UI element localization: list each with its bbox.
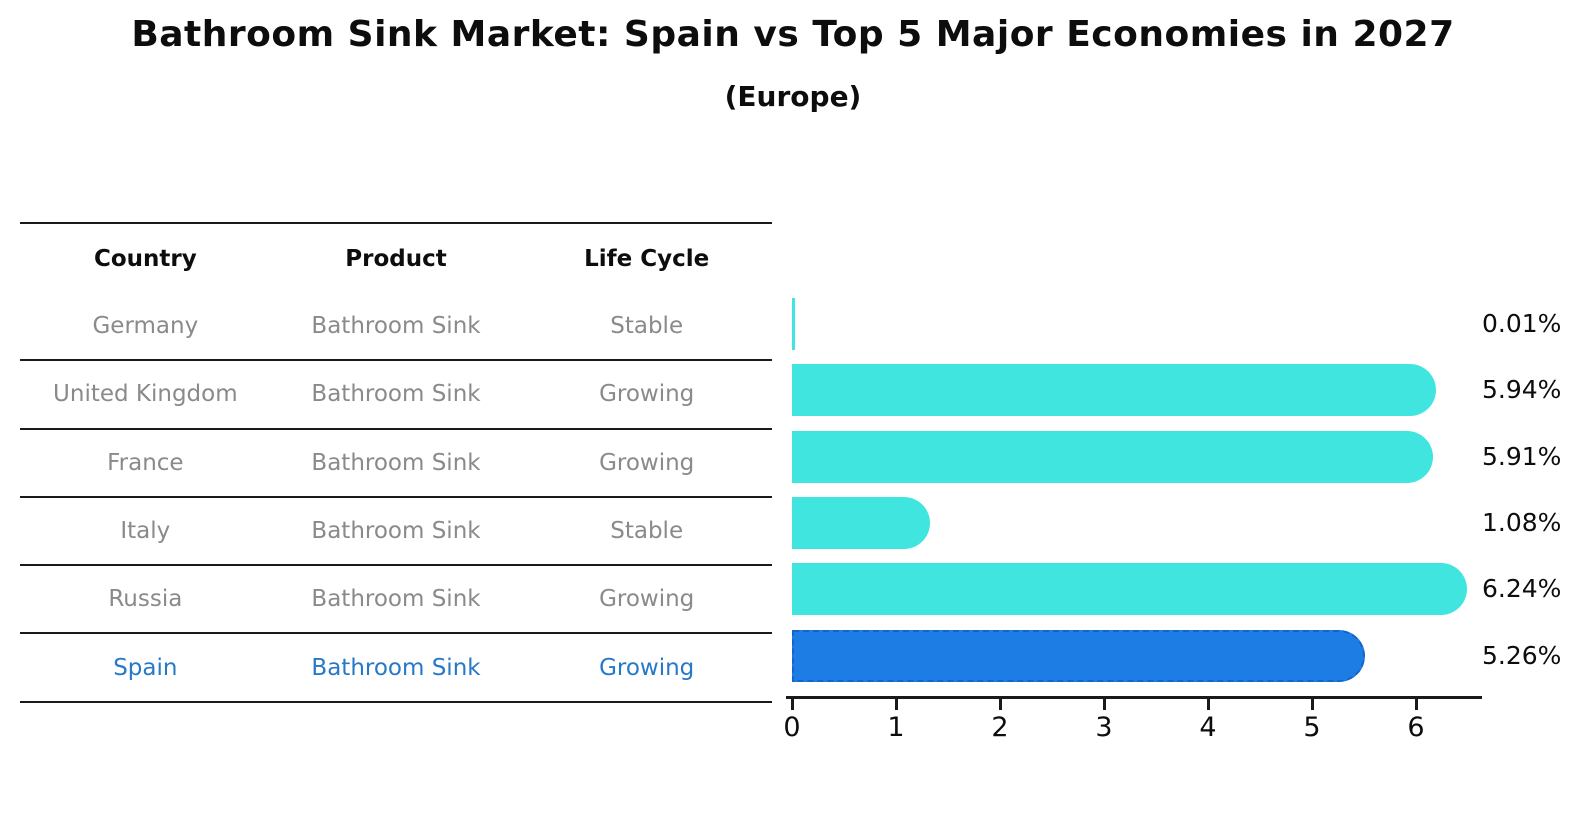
table-cell-lifecycle: Growing: [599, 449, 695, 476]
x-axis-tick: [1414, 696, 1418, 710]
bar-germany: [792, 298, 795, 351]
table-cell-country: Spain: [113, 654, 178, 681]
table-row: Russia Bathroom Sink Growing: [20, 564, 772, 632]
column-header-lifecycle: Life Cycle: [584, 245, 710, 272]
table-cell-country: France: [107, 449, 184, 476]
table-body: Germany Bathroom Sink Stable United King…: [20, 293, 772, 701]
x-axis-tick: [998, 696, 1002, 710]
table-header-row: Country Product Life Cycle: [20, 224, 772, 293]
table-cell-lifecycle: Stable: [610, 313, 684, 340]
x-axis-tick-label: 3: [1095, 712, 1113, 743]
comparison-table: Country Product Life Cycle Germany Bathr…: [20, 222, 772, 703]
table-cell-product: Bathroom Sink: [311, 313, 481, 340]
x-axis-tick-label: 0: [783, 712, 801, 743]
column-header-product: Product: [345, 245, 447, 272]
bar-italy: [792, 497, 931, 550]
table-row: Italy Bathroom Sink Stable: [20, 495, 772, 564]
value-label: 5.91%: [1482, 441, 1562, 471]
table-row: United Kingdom Bathroom Sink Growing: [20, 359, 772, 427]
value-label: 5.26%: [1482, 640, 1562, 670]
x-axis-tick: [1102, 696, 1106, 710]
x-axis-tick-label: 5: [1303, 712, 1321, 743]
chart-subtitle: (Europe): [724, 80, 862, 113]
value-label: 1.08%: [1482, 508, 1562, 538]
table-cell-product: Bathroom Sink: [311, 381, 481, 408]
table-row: Germany Bathroom Sink Stable: [20, 293, 772, 359]
table-cell-lifecycle: Growing: [599, 654, 695, 681]
value-label: 5.94%: [1482, 375, 1562, 405]
x-axis-line: [786, 696, 1482, 699]
x-axis-tick: [894, 696, 898, 710]
table-cell-country: Russia: [108, 586, 183, 613]
bar-spain: [792, 629, 1366, 682]
x-axis-tick-label: 2: [991, 712, 1009, 743]
column-header-country: Country: [93, 245, 197, 272]
x-axis-tick-label: 6: [1407, 712, 1425, 743]
table-cell-country: United Kingdom: [53, 381, 238, 408]
table-cell-product: Bathroom Sink: [311, 449, 481, 476]
chart-title: Bathroom Sink Market: Spain vs Top 5 Maj…: [131, 14, 1455, 55]
value-label: 0.01%: [1482, 309, 1562, 339]
bar-france: [792, 430, 1433, 483]
table-cell-lifecycle: Growing: [599, 381, 695, 408]
bar-united-kingdom: [792, 364, 1436, 417]
value-label: 6.24%: [1482, 574, 1562, 604]
table-cell-country: Germany: [92, 313, 199, 340]
table-cell-product: Bathroom Sink: [311, 586, 481, 613]
table-cell-country: Italy: [120, 518, 171, 545]
x-axis-tick: [1206, 696, 1210, 710]
table-cell-product: Bathroom Sink: [311, 518, 481, 545]
table-cell-lifecycle: Stable: [610, 518, 684, 545]
x-axis-tick: [1310, 696, 1314, 710]
table-row: France Bathroom Sink Growing: [20, 427, 772, 496]
table-cell-lifecycle: Growing: [599, 586, 695, 613]
table-row: Spain Bathroom Sink Growing: [20, 632, 772, 700]
table-cell-product: Bathroom Sink: [311, 654, 481, 681]
x-axis-tick-label: 4: [1199, 712, 1217, 743]
x-axis-tick: [790, 696, 794, 710]
bar-russia: [792, 563, 1467, 616]
x-axis-tick-label: 1: [887, 712, 905, 743]
